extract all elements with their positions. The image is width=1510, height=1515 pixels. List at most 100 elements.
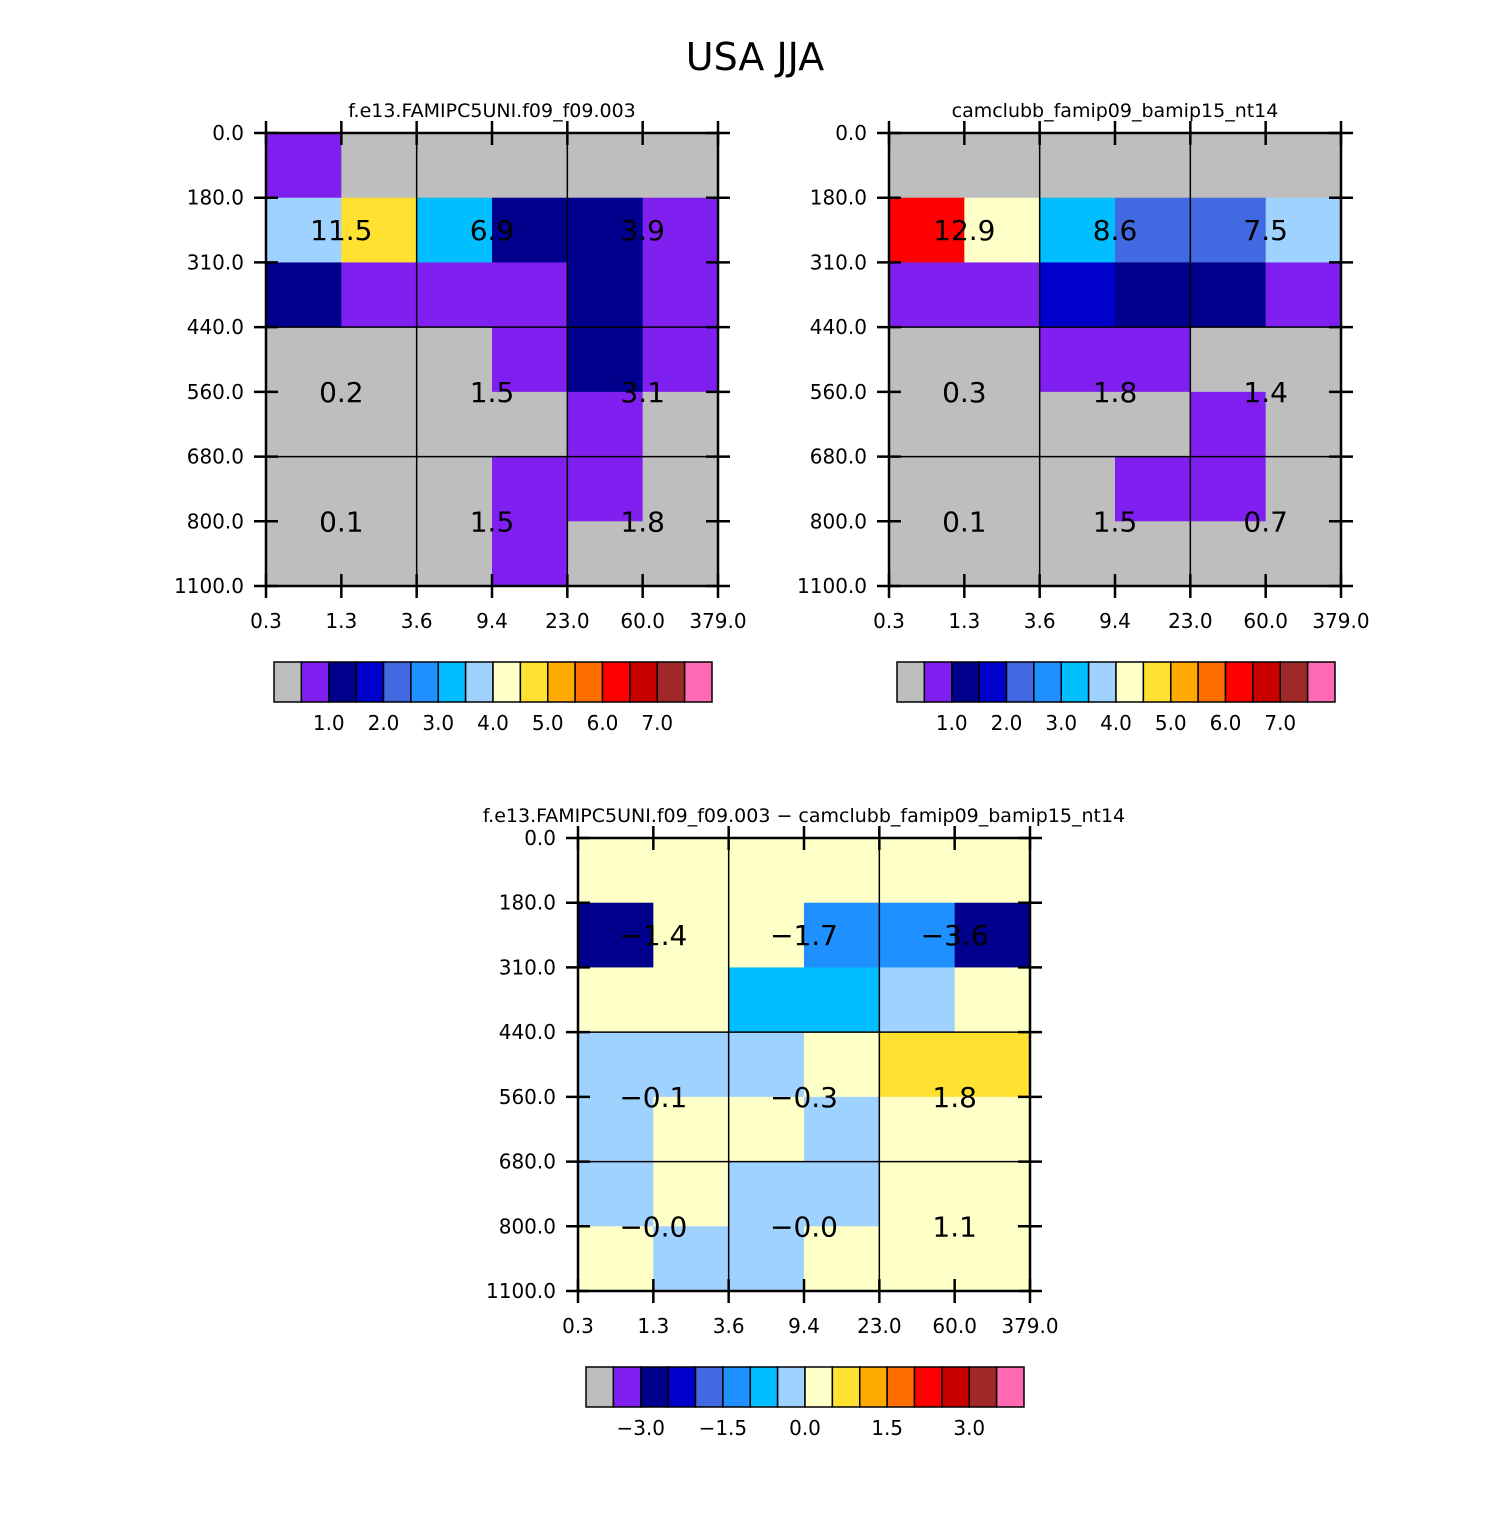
heatmap-cell	[728, 967, 805, 1033]
y-tick-label: 310.0	[499, 955, 556, 979]
cell-value-label: 6.9	[470, 214, 515, 247]
cell-value-label: 1.8	[620, 505, 665, 538]
heatmap-cell	[728, 1226, 805, 1292]
heatmap-cell	[578, 1161, 654, 1227]
cell-value-label: −1.4	[619, 919, 687, 952]
heatmap-cell	[954, 838, 1031, 904]
colorbar-label: 5.0	[1155, 711, 1187, 735]
colorbar-swatch	[656, 661, 686, 703]
heatmap-cell	[653, 967, 730, 1033]
heatmap-cell	[1265, 197, 1342, 264]
heatmap-cell	[954, 1226, 1031, 1292]
heatmap-cell	[567, 391, 644, 458]
colorbar-swatch	[913, 1366, 943, 1408]
heatmap-cell	[1115, 197, 1191, 264]
colorbar-swatch	[1115, 661, 1145, 703]
colorbar-swatch	[547, 661, 576, 703]
y-tick-label: 1100.0	[174, 574, 244, 598]
heatmap-cell	[416, 456, 493, 522]
x-tick-label: 379.0	[1001, 1314, 1058, 1338]
heatmap-cell	[416, 391, 493, 458]
colorbar-label: 3.0	[953, 1416, 985, 1440]
y-tick-label: 800.0	[187, 509, 244, 533]
colorbar-label: 2.0	[991, 711, 1023, 735]
heatmap-cell	[653, 1032, 730, 1098]
heatmap-cell	[728, 1096, 805, 1163]
heatmap-cell	[964, 197, 1041, 264]
heatmap-cell	[266, 391, 342, 458]
y-tick-label: 680.0	[499, 1150, 556, 1174]
heatmap-cell	[728, 1032, 805, 1098]
colorbar-swatch	[683, 661, 713, 703]
heatmap-cell	[578, 1032, 654, 1098]
heatmap-cell	[889, 133, 965, 199]
heatmap-cell	[1039, 521, 1116, 587]
colorbar-label: 3.0	[1045, 711, 1077, 735]
y-tick-label: 440.0	[187, 315, 244, 339]
y-tick-label: 560.0	[499, 1085, 556, 1109]
heatmap-cell	[964, 262, 1041, 328]
colorbar-swatch	[831, 1366, 861, 1408]
colorbar-swatch	[667, 1366, 697, 1408]
x-tick-label: 1.3	[325, 609, 357, 633]
cell-value-label: 1.5	[470, 505, 515, 538]
heatmap-cell	[804, 967, 880, 1033]
colorbar-swatch	[951, 661, 980, 703]
x-tick-label: 9.4	[476, 609, 508, 633]
heatmap-cell	[567, 521, 644, 587]
cell-value-label: 1.8	[1093, 376, 1138, 409]
heatmap-cell	[1190, 262, 1267, 328]
heatmap-cell	[804, 838, 880, 904]
x-tick-label: 1.3	[948, 609, 980, 633]
colorbar-swatch	[995, 1366, 1025, 1408]
heatmap-cell	[728, 902, 805, 969]
cell-value-label: −0.0	[770, 1210, 838, 1243]
colorbar-swatch	[749, 1366, 779, 1408]
colorbar-label: −3.0	[616, 1416, 665, 1440]
heatmap-cell	[653, 1226, 730, 1292]
colorbar-swatch	[1142, 661, 1172, 703]
heatmap-cell	[954, 1032, 1031, 1098]
colorbar-swatch	[1087, 661, 1117, 703]
cell-value-label: −1.7	[770, 919, 838, 952]
heatmap-cell	[492, 133, 568, 199]
cell-value-label: 12.9	[933, 214, 995, 247]
heatmap-cell	[567, 197, 644, 264]
cell-value-label: 0.1	[319, 505, 364, 538]
x-tick-label: 9.4	[788, 1314, 820, 1338]
colorbar-swatch	[1279, 661, 1309, 703]
heatmap-cell	[578, 902, 654, 969]
heatmap-cell	[642, 262, 719, 328]
y-tick-label: 180.0	[187, 186, 244, 210]
y-tick-label: 0.0	[524, 826, 556, 850]
heatmap-cell	[1115, 262, 1191, 328]
colorbar-swatch	[968, 1366, 998, 1408]
colorbar-swatch	[492, 661, 522, 703]
heatmap-cell	[653, 1096, 730, 1163]
heatmap-cell	[567, 133, 644, 199]
heatmap-cell	[578, 838, 654, 904]
heatmap-cell	[879, 1096, 956, 1163]
heatmap-cell	[889, 327, 965, 393]
heatmap-cell	[266, 262, 342, 328]
colorbar-swatch	[328, 661, 357, 703]
x-tick-label: 379.0	[689, 609, 746, 633]
heatmap-cell	[416, 133, 493, 199]
y-tick-label: 800.0	[499, 1214, 556, 1238]
heatmap-cell	[804, 902, 880, 969]
colorbar-swatch	[1224, 661, 1254, 703]
heatmap-cell	[964, 521, 1041, 587]
heatmap-cell	[492, 197, 568, 264]
cell-value-label: 3.9	[620, 214, 665, 247]
heatmap-cell	[879, 838, 956, 904]
colorbar-swatch	[804, 1366, 834, 1408]
heatmap-cell	[1190, 197, 1267, 264]
cell-value-label: −0.0	[619, 1210, 687, 1243]
heatmap-cell	[416, 521, 493, 587]
y-tick-label: 560.0	[810, 380, 867, 404]
x-tick-label: 0.3	[562, 1314, 594, 1338]
x-tick-label: 3.6	[1024, 609, 1056, 633]
heatmap-cell	[567, 456, 644, 522]
colorbar-swatch	[519, 661, 549, 703]
